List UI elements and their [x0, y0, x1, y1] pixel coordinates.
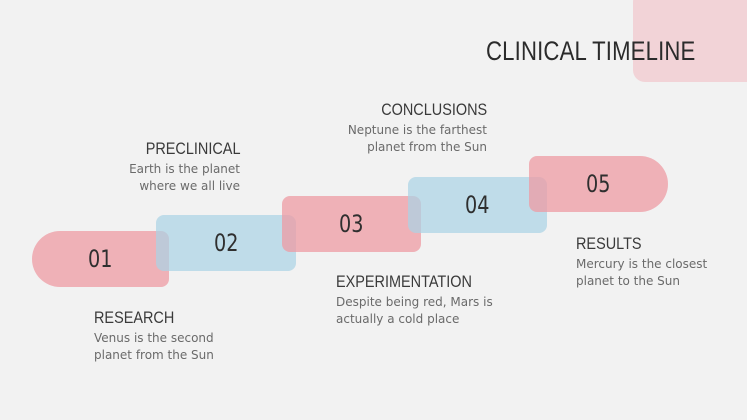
step-heading: EXPERIMENTATION — [336, 272, 472, 291]
step-number: 04 — [465, 191, 490, 219]
step-label-experimentation: EXPERIMENTATION Despite being red, Mars … — [336, 272, 496, 328]
step-label-results: RESULTS Mercury is the closest planet to… — [576, 234, 707, 290]
decorative-corner-shape — [633, 0, 747, 82]
page-title: CLINICAL TIMELINE — [486, 36, 696, 66]
timeline-step-01: 01 — [32, 231, 169, 287]
timeline-step-04: 04 — [408, 177, 547, 233]
timeline-step-02: 02 — [156, 215, 296, 271]
step-number: 05 — [586, 170, 611, 198]
step-label-preclinical: PRECLINICAL Earth is the planet where we… — [129, 139, 240, 195]
step-description: Neptune is the farthest planet from the … — [347, 123, 487, 154]
step-description: Mercury is the closest planet to the Sun — [576, 257, 708, 288]
step-label-research: RESEARCH Venus is the second planet from… — [94, 308, 214, 364]
step-heading: RESEARCH — [94, 308, 175, 327]
timeline-step-05: 05 — [529, 156, 668, 212]
step-description: Earth is the planet where we all live — [129, 162, 240, 193]
step-heading: RESULTS — [576, 234, 642, 253]
step-heading: CONCLUSIONS — [381, 100, 487, 119]
step-number: 01 — [88, 245, 113, 273]
step-heading: PRECLINICAL — [145, 139, 240, 158]
step-description: Despite being red, Mars is actually a co… — [336, 295, 493, 326]
timeline-step-03: 03 — [282, 196, 421, 252]
step-description: Venus is the second planet from the Sun — [94, 331, 214, 362]
step-label-conclusions: CONCLUSIONS Neptune is the farthest plan… — [348, 100, 487, 156]
step-number: 02 — [213, 229, 239, 257]
step-number: 03 — [339, 210, 364, 238]
